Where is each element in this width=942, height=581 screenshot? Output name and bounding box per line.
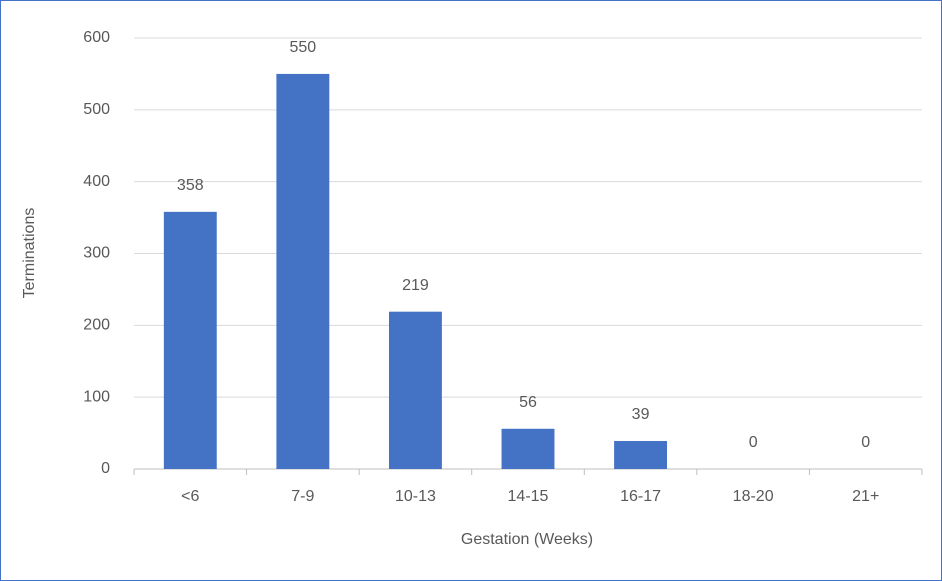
- x-axis-label: Gestation (Weeks): [461, 531, 593, 548]
- data-label: 39: [632, 406, 650, 423]
- x-tick-label: 10-13: [395, 488, 436, 505]
- data-label: 219: [402, 277, 429, 294]
- data-label: 358: [177, 177, 204, 194]
- y-axis-label: Terminations: [21, 208, 38, 299]
- x-tick-label: 21+: [852, 488, 879, 505]
- y-tick-label: 400: [83, 173, 110, 190]
- y-tick-label: 500: [83, 101, 110, 118]
- bar: [501, 428, 555, 469]
- x-tick-label: 14-15: [508, 488, 549, 505]
- x-tick-label: 16-17: [620, 488, 661, 505]
- bar: [163, 211, 217, 469]
- y-tick-label: 100: [83, 388, 110, 405]
- x-tick-label: <6: [181, 488, 199, 505]
- x-tick-label: 7-9: [291, 488, 314, 505]
- y-tick-label: 200: [83, 317, 110, 334]
- x-tick-label: 18-20: [733, 488, 774, 505]
- bar: [614, 440, 668, 469]
- y-tick-label: 0: [101, 460, 110, 477]
- data-label: 56: [519, 394, 537, 411]
- bar: [388, 311, 442, 469]
- bar: [276, 73, 330, 470]
- y-tick-label: 300: [83, 245, 110, 262]
- data-label: 0: [749, 434, 758, 451]
- y-tick-label: 600: [83, 29, 110, 46]
- data-label: 0: [861, 434, 870, 451]
- data-label: 550: [290, 39, 317, 56]
